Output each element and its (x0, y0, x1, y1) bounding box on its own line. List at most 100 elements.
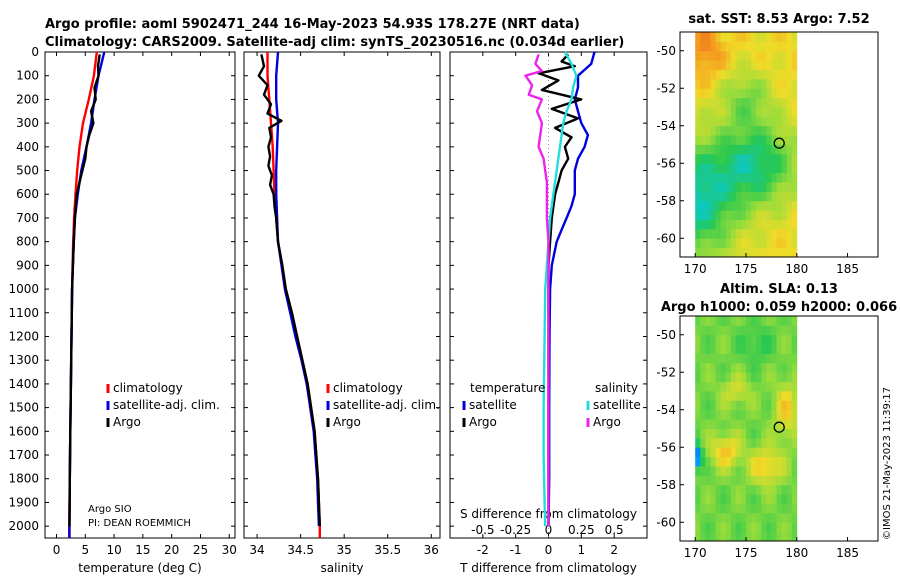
sla_map-cell (710, 372, 716, 383)
sst_map-cell (791, 200, 798, 211)
sst_map-cell (740, 41, 747, 52)
sst_map-cell (705, 116, 711, 127)
sst_map-cell (730, 144, 737, 155)
sst_map-cell (725, 50, 732, 61)
sla_map-cell (746, 316, 752, 326)
sla_map-cell (730, 456, 737, 467)
sla_map-cell (786, 503, 793, 514)
sla_map-cell (705, 316, 711, 326)
sst_map-cell (786, 116, 793, 127)
sla_map-cell (791, 400, 798, 411)
diff-legend-s-label: satellite (593, 398, 641, 412)
sla_map-cell (766, 316, 772, 326)
sst_map-cell (746, 228, 752, 239)
sst_map-cell (740, 238, 747, 249)
sla_map-cell (700, 344, 706, 354)
sst_map-cell (766, 69, 772, 80)
sst_map-cell (700, 116, 706, 127)
sst_map-cell (766, 107, 772, 117)
sst_map-cell (720, 60, 727, 70)
sst_map-cell (735, 144, 742, 155)
sst_map-cell (705, 153, 711, 164)
sla_map-cell (771, 391, 777, 401)
sst_map-cell (740, 182, 747, 192)
sst_map-cell (776, 144, 782, 155)
sst_map-cell (720, 97, 727, 108)
sla_map-cell (720, 466, 727, 476)
sst_map-cell (735, 50, 742, 61)
sla_map-cell (751, 456, 757, 467)
sst_map-cell (761, 41, 767, 52)
sst_map-cell (786, 200, 793, 211)
sst_map-ytick-label: -56 (656, 156, 676, 170)
sst_map-cell (751, 191, 757, 202)
sla_map-cell (725, 456, 732, 467)
sst_map-cell (735, 41, 742, 52)
sst_map-cell (771, 97, 777, 108)
sla_map-cell (746, 456, 752, 467)
sla_map-cell (766, 531, 772, 542)
sst_map-cell (781, 60, 787, 70)
sst_map-cell (746, 191, 752, 202)
sla_map-cell (720, 362, 727, 373)
sla_map-cell (715, 391, 721, 401)
sst_map-cell (710, 97, 716, 108)
sla_map-cell (791, 409, 798, 420)
sst_map-cell (746, 182, 752, 192)
sla_map-cell (761, 344, 767, 354)
sst_map-cell (705, 50, 711, 61)
sst_map-cell (710, 210, 716, 220)
sst_map-cell (700, 50, 706, 61)
sst_map-cell (776, 153, 782, 164)
sla_map-cell (720, 456, 727, 467)
sst_map-cell (700, 69, 706, 80)
sst_map-cell (761, 228, 767, 239)
sst_map-cell (710, 172, 716, 183)
sst_map-cell (776, 60, 782, 70)
sst_map-cell (786, 228, 793, 239)
sla_map-cell (746, 437, 752, 448)
depth-tick-label: 800 (16, 235, 39, 249)
difference-xtick-label: 1 (578, 543, 586, 557)
sst_map-cell (720, 107, 727, 117)
sla_map-cell (715, 484, 721, 495)
sla_map-cell (740, 381, 747, 392)
sst_map-cell (720, 78, 727, 89)
sla_map-cell (791, 437, 798, 448)
sla_map-cell (720, 503, 727, 514)
sst_map-cell (730, 69, 737, 80)
sst_map-cell (776, 163, 782, 174)
sst_map-cell (751, 78, 757, 89)
sla_map-cell (720, 334, 727, 345)
sst_map-cell (791, 88, 798, 99)
sla_map-cell (776, 400, 782, 411)
sst_map-cell (695, 191, 701, 202)
sst_map-cell (710, 50, 716, 61)
sla_map-cell (746, 494, 752, 504)
sla_map-cell (776, 391, 782, 401)
sla_map-cell (695, 344, 701, 354)
sst_map-cell (781, 32, 787, 42)
sst_map-cell (740, 97, 747, 108)
sla_map-cell (771, 522, 777, 533)
sst_map-cell (771, 163, 777, 174)
sla_map-cell (751, 522, 757, 533)
difference-xtick-label: 2 (610, 543, 618, 557)
sst_map-cell (781, 97, 787, 108)
sla_map-cell (746, 475, 752, 486)
sla_map-cell (786, 494, 793, 504)
salinity-diff-tick-label: -0.5 (471, 523, 494, 537)
sla_map-cell (710, 391, 716, 401)
sst_map-cell (735, 191, 742, 202)
sla_map-cell (786, 409, 793, 420)
sst_map-cell (705, 172, 711, 183)
sla_map-cell (735, 391, 742, 401)
sla_map-cell (771, 419, 777, 429)
sla_map-cell (776, 456, 782, 467)
sla_map-cell (746, 409, 752, 420)
sst_map-cell (771, 125, 777, 136)
depth-tick-label: 0 (31, 45, 39, 59)
sst_map-cell (725, 97, 732, 108)
sst_map-cell (730, 107, 737, 117)
sla_map-cell (725, 503, 732, 514)
